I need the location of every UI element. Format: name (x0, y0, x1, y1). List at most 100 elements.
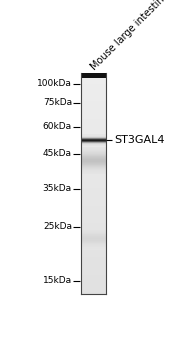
Bar (81, 102, 106, 103)
Bar (81, 174, 106, 175)
Bar (81, 134, 106, 135)
Bar (81, 110, 106, 111)
Bar (81, 172, 106, 173)
Bar (81, 173, 106, 174)
Bar (81, 190, 106, 191)
Bar (81, 115, 106, 116)
Bar (81, 209, 106, 210)
Bar (81, 128, 106, 129)
Bar (81, 292, 106, 293)
Bar (81, 129, 106, 130)
Bar (81, 147, 106, 148)
Bar (81, 133, 106, 134)
Bar (81, 89, 106, 90)
Bar (81, 245, 106, 246)
Bar (81, 112, 106, 113)
Bar (81, 268, 106, 269)
Bar (81, 234, 106, 235)
Bar (81, 144, 106, 145)
Bar (81, 103, 106, 104)
Bar (81, 252, 106, 253)
Bar (81, 238, 106, 239)
Bar (81, 216, 106, 217)
Bar (81, 194, 106, 195)
Bar (81, 228, 106, 229)
Bar (81, 218, 106, 219)
Bar (81, 165, 106, 166)
Bar (81, 188, 106, 189)
Bar (81, 113, 106, 114)
Bar (81, 217, 106, 218)
Bar (81, 191, 106, 193)
Bar (81, 111, 106, 112)
Bar (81, 235, 106, 236)
Bar (81, 210, 106, 211)
Bar (81, 155, 106, 156)
Bar (81, 88, 106, 89)
Bar (81, 236, 106, 237)
Bar (81, 196, 106, 197)
Bar (81, 108, 106, 109)
Bar (81, 140, 106, 141)
Bar (81, 239, 106, 240)
Bar (81, 241, 106, 242)
Bar (81, 164, 106, 165)
Text: 45kDa: 45kDa (43, 149, 72, 158)
Bar (81, 135, 106, 137)
Bar (81, 242, 106, 243)
Bar (81, 124, 106, 125)
Bar (81, 244, 106, 245)
Bar (81, 75, 106, 76)
Text: 75kDa: 75kDa (43, 98, 72, 107)
Bar (81, 239, 106, 240)
Bar (81, 223, 106, 224)
Bar (81, 107, 106, 108)
Bar (81, 161, 106, 162)
Bar (81, 215, 106, 216)
Bar (81, 244, 106, 245)
Bar (81, 157, 106, 158)
Bar (81, 240, 106, 241)
Bar (81, 189, 106, 190)
Bar (81, 125, 106, 126)
Bar (81, 138, 106, 139)
Bar (81, 101, 106, 102)
Bar (81, 238, 106, 239)
Bar (81, 82, 106, 83)
Bar (81, 74, 106, 75)
Text: 15kDa: 15kDa (43, 276, 72, 285)
Bar (81, 195, 106, 196)
Bar (81, 178, 106, 179)
Bar (81, 169, 106, 170)
Bar (81, 225, 106, 226)
Bar (81, 160, 106, 161)
Bar (81, 267, 106, 268)
Bar (81, 156, 106, 157)
Bar (81, 73, 106, 78)
Bar (81, 183, 106, 184)
Bar (81, 201, 106, 202)
Bar (81, 114, 106, 115)
Bar (81, 177, 106, 178)
Bar (81, 279, 106, 280)
Bar (81, 247, 106, 248)
Bar (81, 139, 106, 140)
Bar (81, 269, 106, 270)
Text: 35kDa: 35kDa (43, 184, 72, 194)
Bar (81, 149, 106, 150)
Bar (81, 141, 106, 142)
Bar (81, 233, 106, 234)
Bar (81, 246, 106, 247)
Bar (81, 186, 106, 187)
Bar (81, 249, 106, 250)
Bar (81, 167, 106, 168)
Bar (81, 287, 106, 288)
Bar (81, 200, 106, 201)
Bar (81, 253, 106, 254)
Bar (81, 260, 106, 261)
Bar (81, 251, 106, 252)
Bar (81, 175, 106, 176)
Bar (81, 224, 106, 225)
Bar (81, 284, 106, 285)
Bar (81, 109, 106, 110)
